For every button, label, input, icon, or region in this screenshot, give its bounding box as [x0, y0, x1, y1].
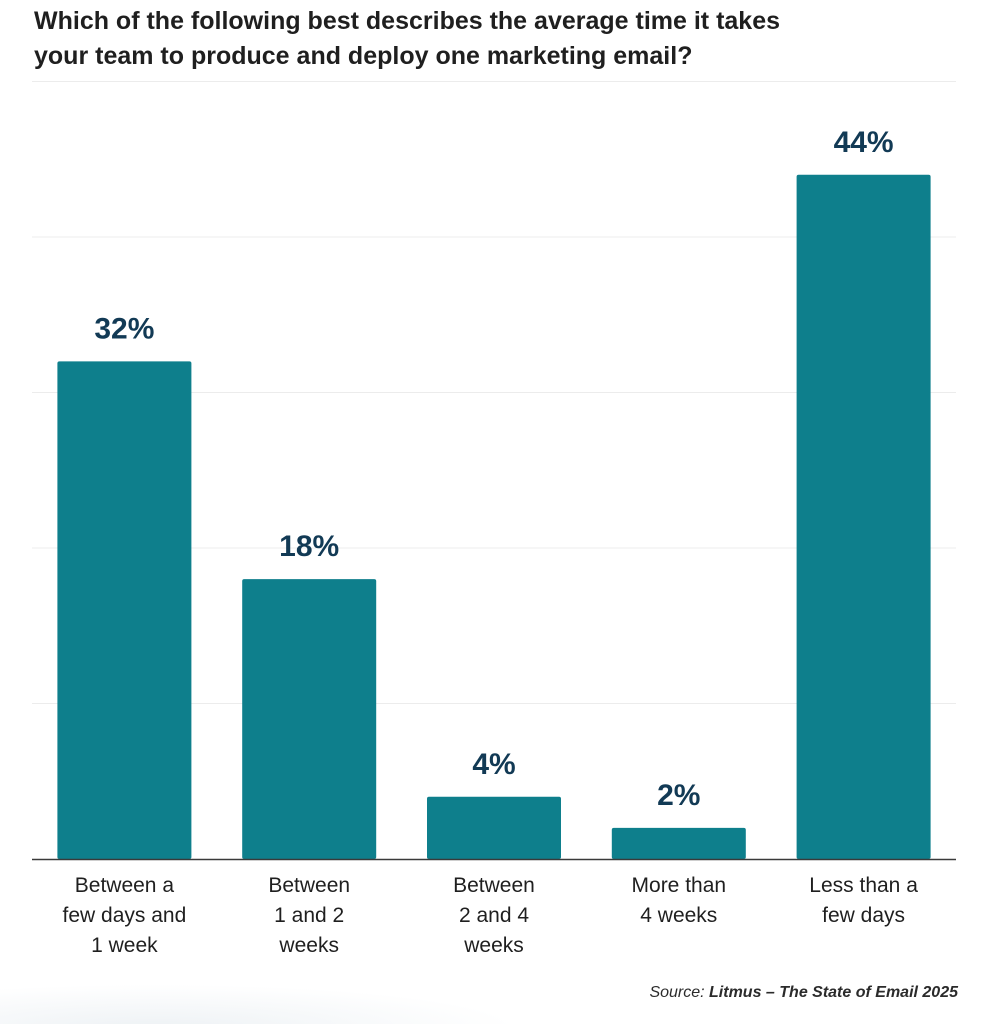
category-label: Between a few days and 1 week: [63, 874, 187, 957]
chart-title: Which of the following best describes th…: [34, 4, 934, 74]
category-label: More than 4 weeks: [632, 874, 727, 927]
category-label-line: 1 week: [91, 934, 158, 957]
decorative-wave: [0, 984, 520, 1024]
category-label: Less than a few days: [809, 874, 918, 927]
value-label: 2%: [657, 779, 700, 812]
category-label: Between 2 and 4 weeks: [453, 874, 535, 957]
category-label-line: few days and: [63, 904, 187, 927]
value-labels: 32% 18% 4% 2% 44%: [94, 126, 893, 812]
category-label-line: More than: [632, 874, 727, 897]
bar: [427, 796, 561, 859]
category-label-line: 1 and 2: [274, 904, 344, 927]
value-label: 18%: [279, 530, 339, 563]
category-label-line: Between: [453, 874, 535, 897]
source-name: Litmus – The State of Email 2025: [709, 984, 958, 1001]
category-label-line: weeks: [278, 934, 339, 957]
value-label: 32%: [94, 312, 154, 345]
bar: [57, 361, 192, 859]
category-label-line: Less than a: [809, 874, 918, 897]
category-labels: Between a few days and 1 week Between 1 and …: [63, 874, 919, 957]
bar: [242, 579, 377, 859]
category-label-line: 4 weeks: [640, 904, 717, 927]
bar: [796, 174, 931, 860]
category-label-line: few days: [822, 904, 905, 927]
category-label-line: Between a: [75, 874, 175, 897]
source-citation: Source: Litmus – The State of Email 2025: [649, 984, 958, 1002]
category-label-line: weeks: [463, 934, 524, 957]
bar: [611, 827, 746, 859]
value-label: 4%: [472, 748, 515, 781]
category-label: Between 1 and 2 weeks: [268, 874, 350, 957]
category-label-line: 2 and 4: [459, 904, 529, 927]
chart-title-line-1: Which of the following best describes th…: [34, 7, 781, 35]
chart-title-line-2: your team to produce and deploy one mark…: [34, 42, 693, 70]
source-prefix: Source:: [649, 984, 710, 1001]
value-label: 44%: [834, 126, 894, 159]
bars: [57, 174, 931, 860]
category-label-line: Between: [268, 874, 350, 897]
